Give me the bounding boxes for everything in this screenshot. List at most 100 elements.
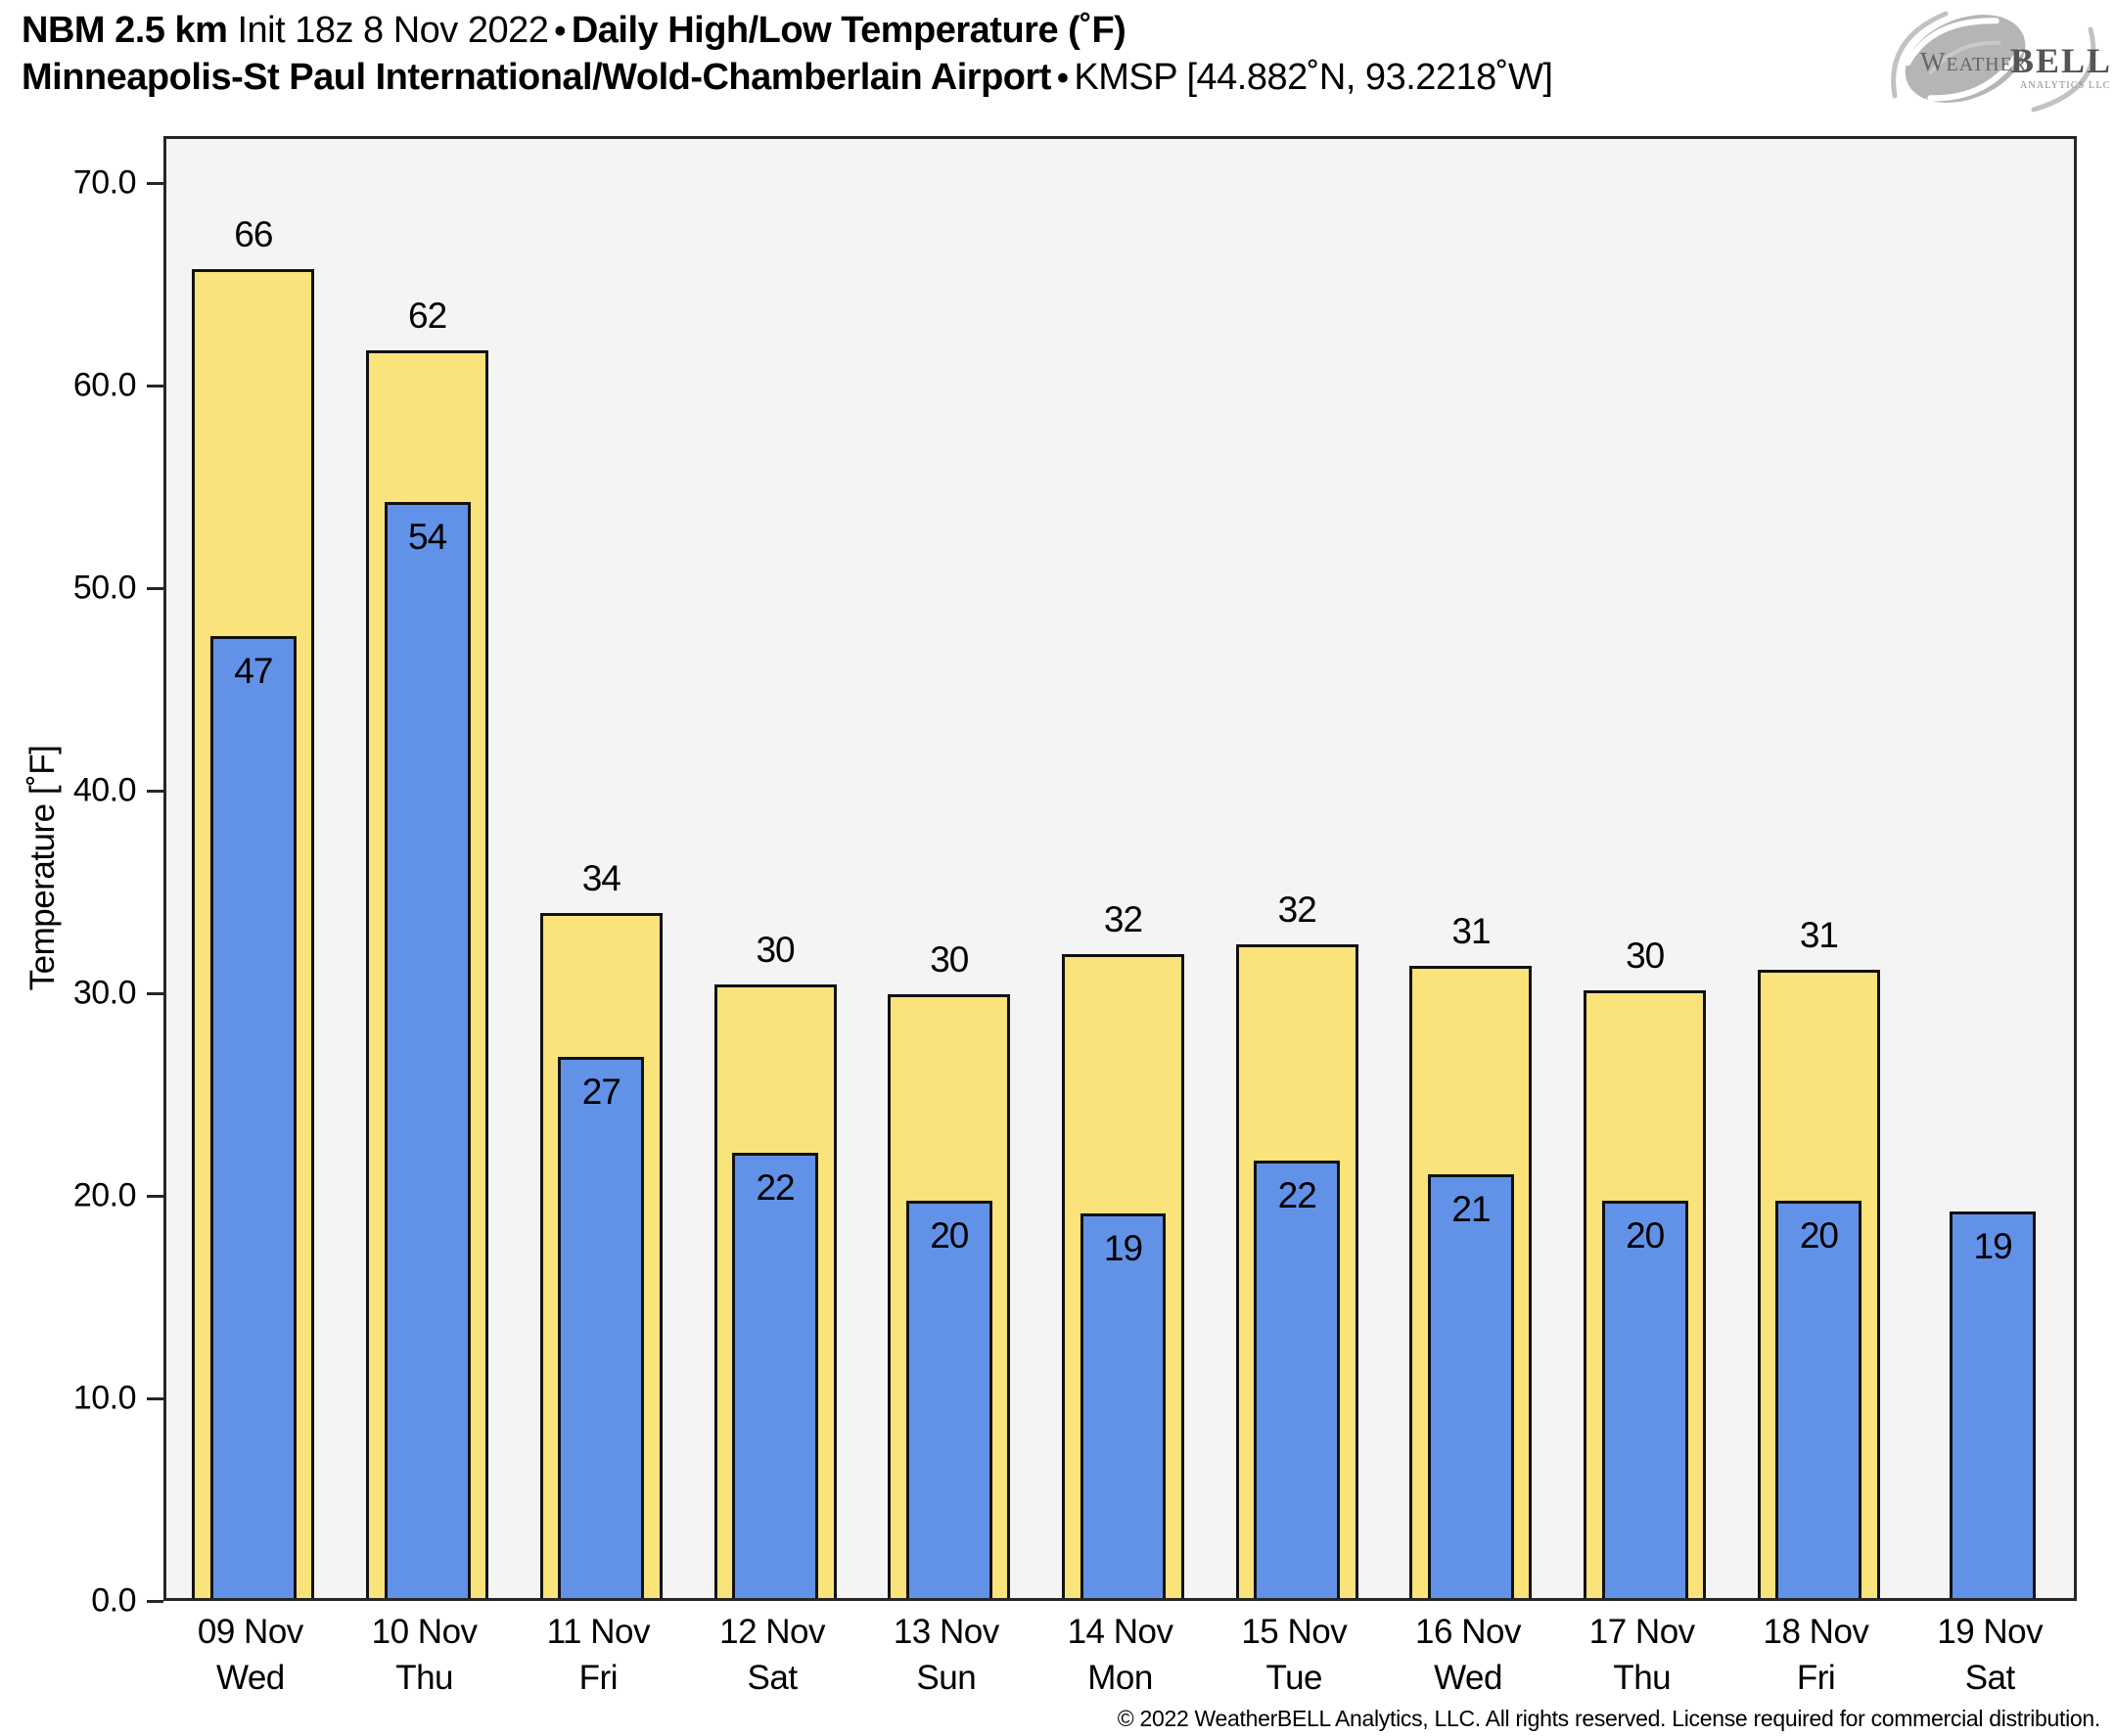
x-axis: 09 Nov Wed 10 Nov Thu 11 Nov Fri 12 Nov Sat 13 N… [163, 1609, 2077, 1701]
y-tick-mark [147, 991, 163, 995]
low-temp-bar [1427, 1174, 1514, 1598]
x-tick-label: 09 Nov Wed [163, 1609, 338, 1701]
title-separator: • [554, 13, 566, 50]
y-axis: 0.0 10.0 20.0 30.0 40.0 50.0 60.0 70.0 [0, 136, 163, 1620]
low-temp-bar [384, 502, 471, 1598]
low-temp-bar [1254, 1160, 1341, 1598]
plot-area: 66 62 34 30 30 32 32 31 30 31 47 54 27 22 20 19 22 21 20 20… [163, 136, 2077, 1601]
low-value-label: 20 [930, 1215, 969, 1256]
low-temp-bar [1775, 1201, 1862, 1598]
x-tick-date: 17 Nov [1588, 1613, 1695, 1651]
x-tick-date: 19 Nov [1937, 1613, 2044, 1651]
low-temp-bar [1080, 1212, 1167, 1598]
x-tick-date: 18 Nov [1763, 1613, 1869, 1651]
title-line-2: Minneapolis-St Paul International/Wold-C… [22, 55, 1553, 102]
y-tick-label: 40.0 [72, 771, 137, 809]
weatherbell-logo: WEATHER BELL ANALYTICS LLC [1889, 2, 2110, 115]
low-value-label: 21 [1451, 1189, 1491, 1230]
high-value-label: 31 [1799, 915, 1839, 956]
x-tick-day: Thu [395, 1659, 453, 1697]
y-tick-mark [147, 181, 163, 185]
high-value-label: 30 [930, 939, 969, 981]
low-temp-bar [558, 1057, 645, 1598]
y-tick-mark [147, 384, 163, 388]
y-tick-label: 50.0 [72, 569, 137, 607]
low-value-label: 20 [1799, 1215, 1839, 1256]
x-tick-date: 09 Nov [197, 1613, 303, 1651]
logo-text-bell: BELL [2010, 41, 2110, 80]
x-tick-label: 13 Nov Sun [859, 1609, 1034, 1701]
high-value-label: 34 [581, 858, 621, 899]
low-temp-bar [1950, 1211, 2037, 1598]
low-temp-bar [209, 635, 297, 1598]
y-tick-label: 30.0 [72, 974, 137, 1012]
station-id: KMSP [44.882˚N, 93.2218˚W] [1074, 57, 1553, 98]
y-tick-label: 20.0 [72, 1176, 137, 1214]
x-tick-date: 14 Nov [1067, 1613, 1173, 1651]
y-tick-label: 60.0 [72, 366, 137, 404]
x-tick-day: Sat [1964, 1659, 2016, 1697]
high-value-label: 32 [1277, 889, 1317, 930]
x-tick-day: Sat [747, 1659, 799, 1697]
low-value-label: 47 [234, 650, 273, 691]
high-value-label: 31 [1451, 911, 1491, 952]
x-tick-label: 17 Nov Thu [1555, 1609, 1729, 1701]
product-name: Daily High/Low Temperature (˚F) [571, 10, 1126, 51]
title-line-1: NBM 2.5 km Init 18z 8 Nov 2022 • Daily Hig… [22, 8, 1552, 55]
x-tick-date: 11 Nov [546, 1613, 651, 1651]
x-tick-day: Tue [1265, 1659, 1323, 1697]
high-value-label: 62 [408, 296, 447, 337]
low-temp-bar [1601, 1201, 1688, 1598]
x-tick-date: 16 Nov [1415, 1613, 1521, 1651]
x-tick-day: Thu [1613, 1659, 1672, 1697]
station-name: Minneapolis-St Paul International/Wold-C… [22, 57, 1051, 98]
x-tick-label: 16 Nov Wed [1381, 1609, 1555, 1701]
model-name: NBM 2.5 km [22, 10, 228, 51]
high-value-label: 32 [1103, 898, 1143, 939]
x-tick-day: Fri [1796, 1659, 1836, 1697]
y-tick-mark [147, 586, 163, 590]
init-time: Init 18z 8 Nov 2022 [237, 10, 549, 51]
x-tick-day: Fri [578, 1659, 619, 1697]
y-tick-mark [147, 789, 163, 793]
x-tick-label: 14 Nov Mon [1034, 1609, 1208, 1701]
y-axis-title: Temperature [˚F] [23, 745, 62, 991]
x-tick-day: Wed [215, 1659, 285, 1697]
low-value-label: 19 [1103, 1227, 1143, 1268]
logo-text-analytics: ANALYTICS LLC [2020, 80, 2110, 91]
y-tick-label: 0.0 [91, 1581, 136, 1620]
x-tick-date: 12 Nov [719, 1613, 826, 1651]
x-tick-label: 11 Nov Fri [511, 1609, 685, 1701]
copyright-text: © 2022 WeatherBELL Analytics, LLC. All r… [1117, 1706, 2101, 1731]
x-tick-date: 15 Nov [1241, 1613, 1348, 1651]
x-tick-label: 18 Nov Fri [1729, 1609, 1904, 1701]
y-tick-mark [147, 1396, 163, 1400]
y-tick-label: 70.0 [72, 163, 137, 202]
x-tick-label: 19 Nov Sat [1903, 1609, 2077, 1701]
low-temp-bar [732, 1152, 819, 1598]
x-tick-day: Mon [1087, 1659, 1153, 1697]
high-value-label: 66 [234, 214, 273, 255]
weatherbell-swirl-icon: WEATHER BELL ANALYTICS LLC [1891, 11, 2110, 113]
y-tick-mark [147, 1194, 163, 1198]
subtitle-separator: • [1056, 60, 1069, 97]
low-value-label: 54 [408, 517, 447, 558]
x-tick-day: Wed [1434, 1659, 1502, 1697]
y-tick-label: 10.0 [72, 1379, 137, 1417]
low-value-label: 22 [1277, 1174, 1317, 1215]
low-value-label: 22 [756, 1166, 795, 1208]
x-tick-label: 10 Nov Thu [338, 1609, 512, 1701]
x-tick-label: 12 Nov Sat [685, 1609, 859, 1701]
chart-header: NBM 2.5 km Init 18z 8 Nov 2022 • Daily Hig… [22, 8, 1553, 102]
x-tick-date: 13 Nov [893, 1613, 999, 1651]
low-temp-bar [905, 1201, 992, 1598]
low-value-label: 20 [1626, 1215, 1665, 1256]
x-tick-day: Sun [916, 1659, 977, 1697]
x-tick-date: 10 Nov [371, 1613, 478, 1651]
y-tick-mark [147, 1599, 163, 1603]
x-tick-label: 15 Nov Tue [1207, 1609, 1381, 1701]
low-value-label: 27 [581, 1072, 621, 1113]
low-value-label: 19 [1973, 1225, 2013, 1266]
high-value-label: 30 [1626, 936, 1665, 977]
